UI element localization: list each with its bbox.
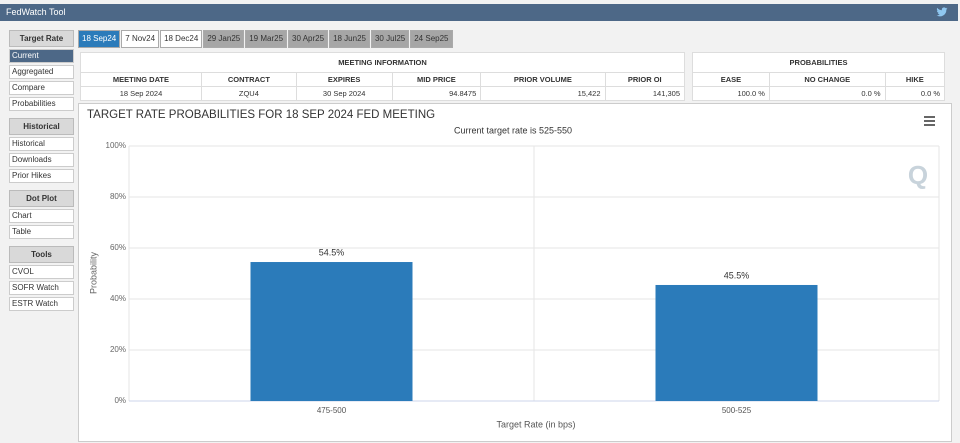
sidebar-section-title: Historical [9, 118, 74, 135]
column-header: MEETING DATE [80, 72, 202, 87]
table-title: PROBABILITIES [692, 52, 945, 73]
table-header-row: EASE NO CHANGE HIKE [692, 72, 946, 87]
y-tick-label: 20% [110, 345, 126, 354]
table-cell: 15,422 [480, 86, 606, 101]
data-label: 54.5% [319, 247, 345, 257]
header: FedWatch Tool [0, 4, 958, 21]
y-axis-label: Probability [88, 251, 98, 294]
meeting-tab[interactable]: 7 Nov24 [121, 30, 160, 48]
sidebar-item[interactable]: Downloads [9, 153, 74, 167]
table-title: MEETING INFORMATION [80, 52, 685, 73]
chart-panel: TARGET RATE PROBABILITIES FOR 18 SEP 202… [78, 103, 952, 442]
table-cell: 141,305 [604, 86, 686, 101]
sidebar-item[interactable]: Chart [9, 209, 74, 223]
column-header: EXPIRES [295, 72, 393, 87]
meeting-info-table: MEETING INFORMATION MEETING DATE CONTRACT E… [80, 52, 686, 101]
sidebar-item[interactable]: CVOL [9, 265, 74, 279]
menu-icon[interactable] [924, 116, 935, 126]
meeting-tab[interactable]: 30 Apr25 [288, 30, 329, 48]
table-cell: 94.8475 [391, 86, 482, 101]
meeting-tabs: 18 Sep24 7 Nov24 18 Dec24 29 Jan25 19 Mar25 3… [78, 30, 453, 48]
table-row: 18 Sep 2024 ZQU4 30 Sep 2024 94.8475 15,422 1… [80, 86, 686, 101]
sidebar-item[interactable]: Current [9, 49, 74, 63]
meeting-tab[interactable]: 18 Dec24 [160, 30, 203, 48]
column-header: EASE [692, 72, 770, 87]
column-header: NO CHANGE [768, 72, 886, 87]
sidebar-item[interactable]: Compare [9, 81, 74, 95]
table-cell: 0.0 % [768, 86, 886, 101]
y-tick-label: 0% [114, 396, 126, 405]
sidebar-section-title: Tools [9, 246, 74, 263]
sidebar-item[interactable]: ESTR Watch [9, 297, 74, 311]
meeting-tab[interactable]: 29 Jan25 [203, 30, 245, 48]
table-cell: ZQU4 [200, 86, 297, 101]
sidebar-item[interactable]: Probabilities [9, 97, 74, 111]
table-title-row: PROBABILITIES [692, 52, 945, 73]
meeting-tab[interactable]: 19 Mar25 [245, 30, 288, 48]
sidebar-item[interactable]: Aggregated [9, 65, 74, 79]
meeting-tab[interactable]: 18 Jun25 [329, 30, 370, 48]
column-header: MID PRICE [391, 72, 482, 87]
column-header: PRIOR OI [604, 72, 686, 87]
column-header: CONTRACT [200, 72, 297, 87]
y-tick-label: 80% [110, 192, 126, 201]
meeting-tab[interactable]: 24 Sep25 [410, 30, 453, 48]
table-row: 100.0 % 0.0 % 0.0 % [692, 86, 946, 101]
probabilities-table: PROBABILITIES EASE NO CHANGE HIKE 100.0 % 0.0… [692, 52, 946, 101]
bar [250, 262, 413, 401]
y-tick-label: 60% [110, 243, 126, 252]
sidebar-item[interactable]: Prior Hikes [9, 169, 74, 183]
column-header: HIKE [884, 72, 946, 87]
chart-title: TARGET RATE PROBABILITIES FOR 18 SEP 202… [87, 109, 435, 121]
chart: TARGET RATE PROBABILITIES FOR 18 SEP 202… [87, 109, 940, 429]
logo: Q [908, 160, 928, 190]
x-tick-label: 475-500 [317, 406, 347, 415]
y-tick-label: 40% [110, 294, 126, 303]
column-header: PRIOR VOLUME [480, 72, 606, 87]
sidebar-item[interactable]: SOFR Watch [9, 281, 74, 295]
meeting-tab[interactable]: 30 Jul25 [370, 30, 410, 48]
x-axis-label: Target Rate (in bps) [496, 419, 575, 429]
table-title-row: MEETING INFORMATION [80, 52, 685, 73]
sidebar-section-title: Dot Plot [9, 190, 74, 207]
meeting-tab[interactable]: 18 Sep24 [78, 30, 121, 48]
table-header-row: MEETING DATE CONTRACT EXPIRES MID PRICE PRIO… [80, 72, 686, 87]
table-cell: 100.0 % [692, 86, 770, 101]
table-cell: 30 Sep 2024 [295, 86, 393, 101]
sidebar-section-title: Target Rate [9, 30, 74, 47]
y-tick-label: 100% [106, 141, 126, 150]
sidebar-item[interactable]: Historical [9, 137, 74, 151]
table-cell: 18 Sep 2024 [80, 86, 202, 101]
app-title: FedWatch Tool [6, 7, 66, 17]
sidebar-item[interactable]: Table [9, 225, 74, 239]
bar [655, 284, 818, 401]
chart-subtitle: Current target rate is 525-550 [454, 125, 572, 135]
x-tick-label: 500-525 [722, 406, 752, 415]
sidebar: Target Rate Current Aggregated Compare Proba… [9, 30, 74, 313]
table-cell: 0.0 % [884, 86, 946, 101]
data-label: 45.5% [724, 270, 750, 280]
twitter-icon[interactable] [936, 6, 948, 18]
